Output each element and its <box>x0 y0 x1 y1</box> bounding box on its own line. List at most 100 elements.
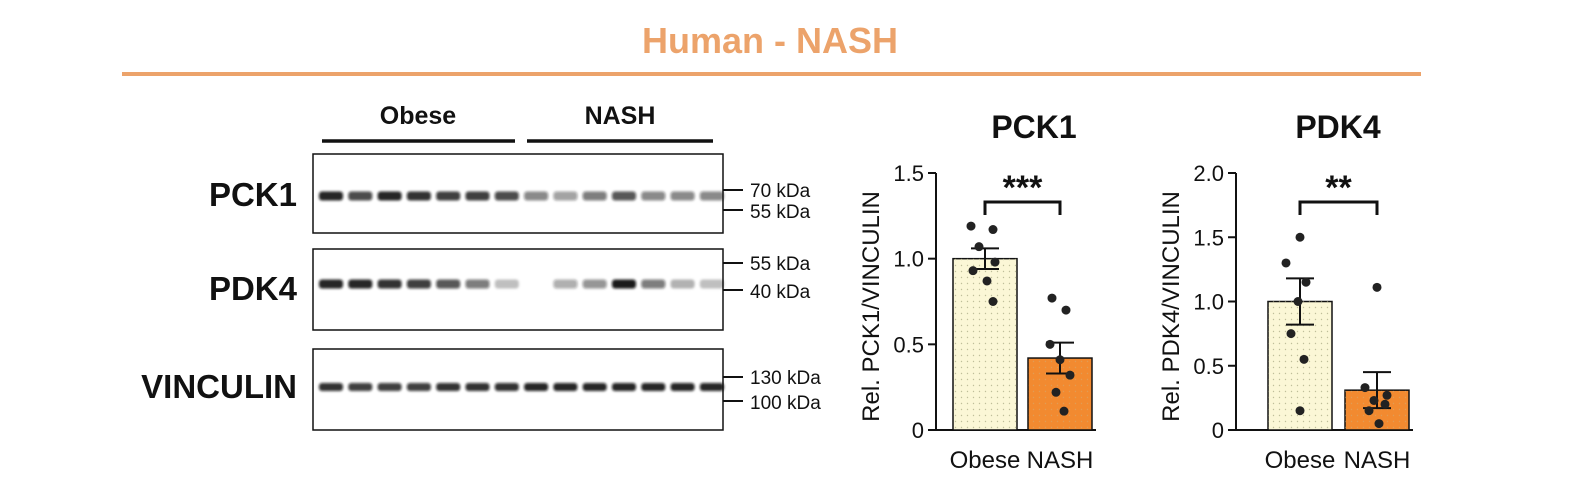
pdk4-point-obese-3 <box>1301 277 1311 287</box>
band-pdk4-lane-11 <box>612 279 636 289</box>
pdk4-y-tick-label-4: 2.0 <box>1193 161 1224 186</box>
pdk4-significance-bracket <box>1298 200 1379 215</box>
band-pck1-lane-3 <box>377 191 402 201</box>
row-label-pck1: PCK1 <box>209 176 297 213</box>
pdk4-point-nash-6 <box>1364 406 1374 416</box>
band-pck1-lane-13 <box>670 191 695 201</box>
pck1-point-nash-6 <box>1051 387 1061 397</box>
band-vinculin-lane-1 <box>319 383 343 391</box>
pdk4-y-tick-label-1: 0.5 <box>1193 354 1224 379</box>
band-vinculin-lane-4 <box>406 383 431 391</box>
pdk4-y-tick-label-0: 0 <box>1212 418 1224 443</box>
pdk4-x-label-obese: Obese <box>1265 447 1336 474</box>
pdk4-point-obese-5 <box>1286 329 1296 339</box>
band-pdk4-lane-10 <box>582 279 607 289</box>
western-blot: Obese NASH PCK1 PDK4 VINCULIN 70 kDa 55 … <box>141 102 821 431</box>
pdk4-y-tick-label-2: 1.0 <box>1193 290 1224 315</box>
band-pdk4-lane-1 <box>319 279 343 289</box>
band-pck1-lane-10 <box>582 191 607 201</box>
pck1-x-label-obese: Obese <box>950 447 1021 474</box>
band-pck1-lane-11 <box>612 191 636 201</box>
pdk4-point-nash-7 <box>1374 419 1384 429</box>
band-pdk4-lane-4 <box>406 279 431 289</box>
pck1-point-nash-1 <box>1047 293 1057 303</box>
row-label-pdk4: PDK4 <box>209 270 298 307</box>
pck1-point-obese-6 <box>982 276 992 286</box>
title-divider <box>122 72 1421 76</box>
pdk4-point-obese-7 <box>1295 406 1305 416</box>
band-pdk4-lane-9 <box>553 279 578 289</box>
pdk4-x-label-nash: NASH <box>1344 447 1411 474</box>
band-vinculin-lane-7 <box>494 383 519 391</box>
pck1-significance-bracket <box>983 200 1062 215</box>
pck1-point-obese-3 <box>974 242 984 252</box>
group-label-obese: Obese <box>380 102 457 130</box>
band-pck1-lane-9 <box>553 191 578 201</box>
pck1-chart-title: PCK1 <box>991 109 1076 145</box>
band-vinculin-lane-8 <box>524 383 549 391</box>
marker-pdk4-40kda: 40 kDa <box>750 282 811 303</box>
band-pck1-lane-2 <box>348 191 373 201</box>
band-pdk4-lane-3 <box>377 279 402 289</box>
pdk4-point-nash-4 <box>1369 395 1379 405</box>
pck1-significance-stars: *** <box>1003 169 1043 207</box>
band-vinculin-lane-14 <box>699 383 724 391</box>
band-pck1-lane-5 <box>436 191 461 201</box>
band-pdk4-lane-12 <box>641 279 666 289</box>
pck1-y-tick-label-3: 1.5 <box>893 161 924 186</box>
blot-bands <box>319 191 724 391</box>
figure-title: Human - NASH <box>641 20 898 61</box>
pdk4-point-obese-2 <box>1281 258 1291 268</box>
band-pdk4-lane-6 <box>465 279 490 289</box>
pck1-point-nash-5 <box>1065 370 1075 380</box>
band-vinculin-lane-6 <box>465 383 490 391</box>
pck1-point-obese-2 <box>988 225 998 235</box>
pdk4-point-obese-6 <box>1299 354 1309 364</box>
band-pck1-lane-8 <box>524 191 549 201</box>
band-vinculin-lane-12 <box>641 383 666 391</box>
band-pdk4-lane-13 <box>670 279 695 289</box>
pdk4-point-obese-4 <box>1293 297 1303 306</box>
pck1-x-label-nash: NASH <box>1027 447 1094 474</box>
pck1-point-nash-7 <box>1059 406 1069 416</box>
pck1-point-nash-4 <box>1055 355 1065 365</box>
marker-vinculin-130kda: 130 kDa <box>750 368 821 389</box>
pdk4-significance-stars: ** <box>1325 169 1352 207</box>
pdk4-chart-title: PDK4 <box>1295 109 1381 145</box>
pdk4-point-obese-1 <box>1295 232 1305 242</box>
band-pdk4-lane-5 <box>436 279 461 289</box>
pck1-point-nash-2 <box>1061 305 1071 315</box>
band-vinculin-lane-5 <box>436 383 461 391</box>
pdk4-blot-panel <box>312 248 724 331</box>
pdk4-point-nash-2 <box>1360 383 1370 393</box>
pck1-point-nash-3 <box>1045 339 1055 349</box>
band-vinculin-lane-13 <box>670 383 695 391</box>
marker-vinculin-100kda: 100 kDa <box>750 393 821 414</box>
marker-pck1-55kda: 55 kDa <box>750 202 811 223</box>
row-label-vinculin: VINCULIN <box>141 368 297 405</box>
marker-ticks <box>723 189 743 402</box>
band-vinculin-lane-10 <box>582 383 607 391</box>
pdk4-point-nash-1 <box>1372 282 1382 292</box>
band-pck1-lane-4 <box>406 191 431 201</box>
pck1-point-obese-4 <box>990 257 1000 267</box>
band-vinculin-lane-2 <box>348 383 373 391</box>
pdk4-point-nash-5 <box>1380 399 1390 409</box>
pdk4-bar-chart: PDK4 Rel. PDK4/VINCULIN 0 0.5 1.0 1.5 2.0 Obese… <box>1158 109 1413 474</box>
pdk4-point-nash-3 <box>1382 390 1392 400</box>
pck1-y-tick-label-2: 1.0 <box>893 247 924 272</box>
marker-pdk4-55kda: 55 kDa <box>750 254 811 275</box>
band-pdk4-lane-7 <box>494 279 519 289</box>
pdk4-y-tick-label-3: 1.5 <box>1193 225 1224 250</box>
pck1-y-tick-label-1: 0.5 <box>893 332 924 357</box>
band-vinculin-lane-3 <box>377 383 402 391</box>
band-pdk4-lane-2 <box>348 279 373 289</box>
group-label-nash: NASH <box>585 102 656 130</box>
band-pdk4-lane-14 <box>699 279 724 289</box>
pck1-bar-chart: PCK1 Rel. PCK1/VINCULIN 0 0.5 1.0 1.5 Obese NAS… <box>858 109 1096 474</box>
pck1-point-obese-1 <box>966 221 976 231</box>
pck1-point-obese-5 <box>968 266 978 276</box>
band-pck1-lane-12 <box>641 191 666 201</box>
pck1-y-axis-label: Rel. PCK1/VINCULIN <box>858 191 885 422</box>
